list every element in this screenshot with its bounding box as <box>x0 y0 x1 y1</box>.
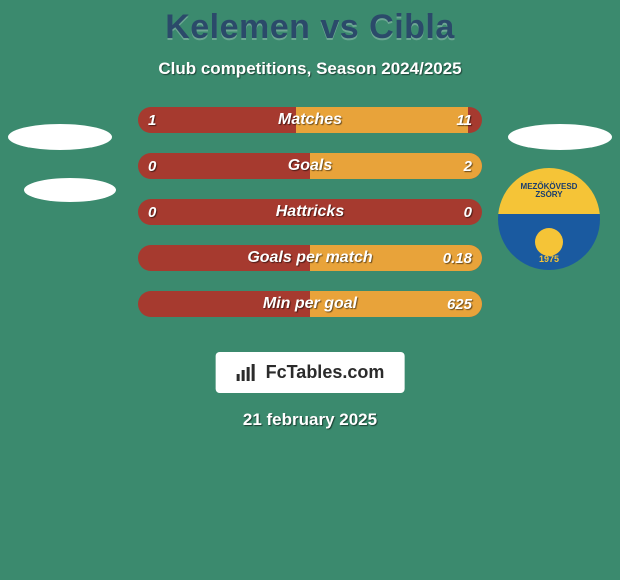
stat-row: Goals02 <box>138 153 482 179</box>
branding-badge[interactable]: FcTables.com <box>216 352 405 393</box>
subtitle: Club competitions, Season 2024/2025 <box>0 59 620 79</box>
bars-icon <box>236 364 258 382</box>
stat-row: Hattricks00 <box>138 199 482 225</box>
player-right-avatar <box>508 124 612 150</box>
stat-row: Goals per match0.18 <box>138 245 482 271</box>
branding-label: FcTables.com <box>266 362 385 383</box>
stat-row: Min per goal625 <box>138 291 482 317</box>
stat-row: Matches111 <box>138 107 482 133</box>
comparison-card: Kelemen vs Cibla Club competitions, Seas… <box>0 0 620 580</box>
club-right-crest: MEZŐKÖVESD ZSÓRY 1975 <box>498 168 600 270</box>
page-title: Kelemen vs Cibla <box>0 8 620 47</box>
crest-year: 1975 <box>498 254 600 264</box>
player-left-avatar <box>8 124 112 150</box>
crest-ball-icon <box>535 228 563 256</box>
crest-text-2: ZSÓRY <box>535 191 562 199</box>
date-text: 21 february 2025 <box>0 410 620 430</box>
club-left-avatar <box>24 178 116 202</box>
